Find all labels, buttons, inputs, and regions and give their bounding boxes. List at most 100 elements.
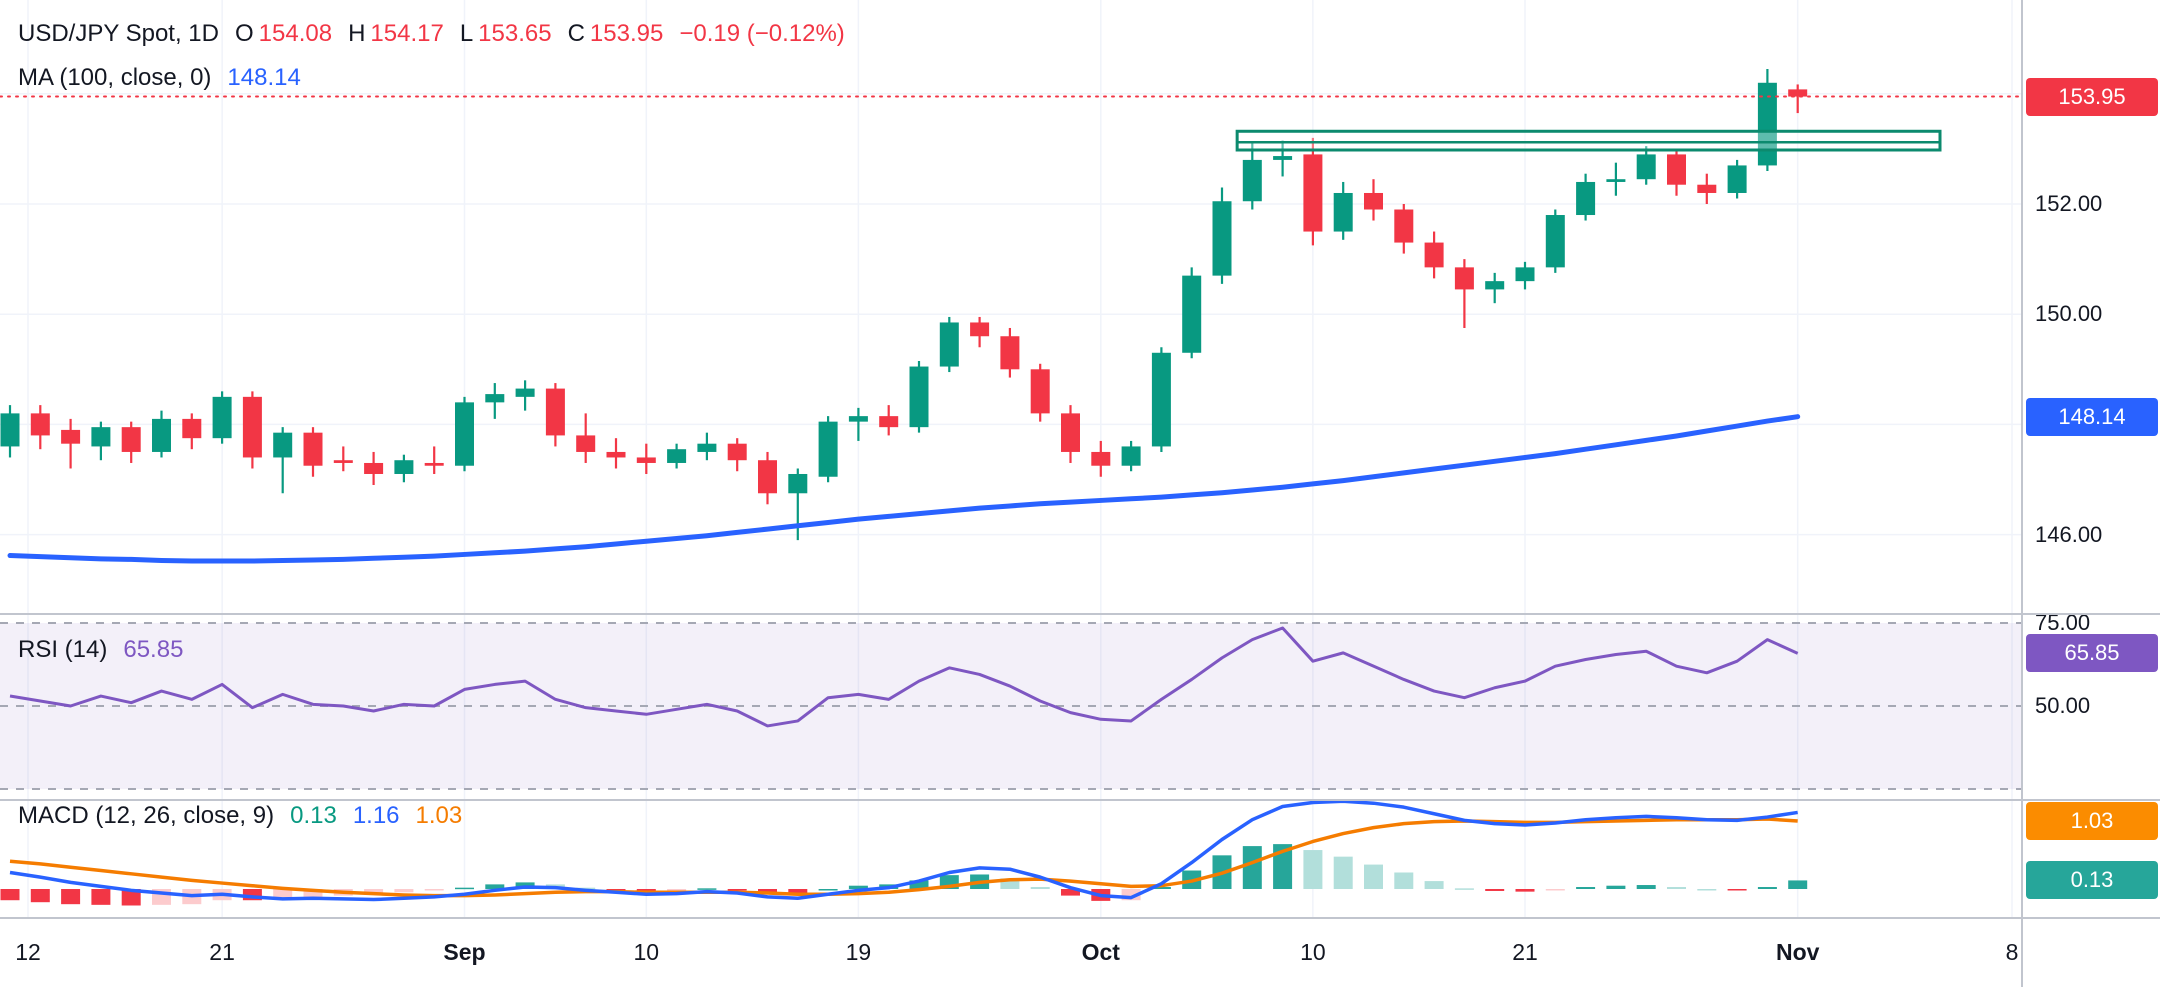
time-tick-label: 21 [209, 939, 235, 965]
macd-histogram-bar [1636, 885, 1656, 889]
open-value: 154.08 [258, 20, 333, 47]
time-tick-label: Sep [443, 939, 486, 965]
price-rsi-separator[interactable] [0, 613, 2160, 615]
macd-histogram-bar [1333, 856, 1353, 889]
macd-histogram-bar [727, 889, 747, 891]
candle-body [1515, 267, 1535, 282]
candle-body [91, 427, 111, 447]
candle-body [788, 473, 808, 494]
candle-body [1273, 156, 1293, 160]
candle-body [182, 418, 202, 439]
ma-name: MA (100, close, 0) [18, 64, 212, 91]
candle-body [121, 427, 141, 452]
rsi-macd-separator[interactable] [0, 799, 2160, 801]
candle-body [1485, 281, 1505, 290]
macd-histogram-bar [1697, 889, 1717, 891]
candle-body [1091, 451, 1111, 466]
ma-legend[interactable]: MA (100, close, 0) 148.14 [18, 64, 301, 92]
candle-body [212, 396, 232, 439]
macd-histogram-bar [909, 880, 929, 889]
macd-histogram-bar [1364, 864, 1383, 889]
high-label: H [348, 20, 366, 47]
time-tick-label: 19 [845, 939, 872, 965]
last-price-badge: 153.95 [2026, 77, 2158, 116]
candles-layer [0, 69, 1808, 541]
macd-histogram-bar [485, 884, 505, 889]
macd-histogram-bar [1727, 889, 1747, 891]
time-scale[interactable]: 12 21 Sep 10 19 Oct 10 21 Nov 8 [0, 919, 2021, 987]
macd-histogram-bar [1061, 889, 1080, 896]
time-tick-label: 8 [2005, 939, 2019, 965]
time-axis-separator [0, 917, 2160, 919]
time-tick-label: 10 [633, 939, 660, 965]
candle-body [1121, 446, 1141, 466]
candle-body [1697, 184, 1717, 193]
macd-line[interactable] [9, 799, 1798, 902]
rsi-bands [0, 622, 2021, 790]
candle-body [697, 443, 717, 452]
macd-histogram-bar [30, 889, 50, 903]
symbol-title[interactable]: USD/JPY Spot, 1D [18, 20, 219, 47]
candle-body [1030, 369, 1050, 414]
candle-body [909, 366, 929, 428]
candle-body [1424, 242, 1444, 268]
macd-histogram-bar [303, 889, 323, 897]
macd-histogram-bar [788, 889, 808, 893]
candle-body [1333, 192, 1353, 232]
candle-body [364, 462, 384, 474]
open-label: O [234, 20, 254, 47]
ohlc-open: O 154.08 [235, 20, 332, 48]
candle-body [1182, 275, 1202, 353]
symbol-legend[interactable]: USD/JPY Spot, 1D O 154.08 H 154.17 L 153.65… [18, 20, 845, 48]
rsi-line[interactable] [9, 626, 1799, 728]
candle-body [1303, 154, 1323, 232]
ma-100-line[interactable] [7, 414, 1801, 564]
candle-body [1636, 154, 1656, 180]
candle-body [1545, 215, 1565, 268]
candle-body [1061, 413, 1080, 452]
chart-canvas[interactable] [0, 0, 2021, 987]
time-tick-label: 21 [1512, 939, 1538, 965]
candle-body [455, 402, 474, 466]
price-scale[interactable]: 152.00 150.00 146.00 75.00 50.00 153.95 148.14… [2021, 0, 2160, 987]
macd-histogram-bar [848, 885, 868, 889]
candle-body [636, 457, 656, 463]
candle-body [545, 388, 565, 436]
candle-body [242, 396, 262, 458]
candle-body [1000, 336, 1020, 370]
macd-histogram-bar [1667, 887, 1686, 889]
time-tick-label: 10 [1300, 939, 1326, 965]
candle-body [152, 418, 171, 452]
candle-body [1242, 159, 1262, 202]
change-value: −0.19 (−0.12%) [679, 20, 845, 47]
candle-body [606, 451, 626, 458]
macd-histogram-bar [1485, 889, 1505, 891]
resistance-zone-drawing[interactable] [1235, 129, 1942, 152]
candle-body [333, 460, 353, 463]
low-value: 153.65 [478, 20, 552, 47]
candle-body [273, 432, 293, 458]
candle-body [1788, 89, 1808, 97]
price-tick-label: 150.00 [2035, 301, 2103, 327]
ma-value-badge: 148.14 [2026, 397, 2158, 436]
macd-histogram-bar [424, 889, 444, 891]
macd-signal-line[interactable] [9, 817, 1798, 898]
macd-value-badge: 1.03 [2026, 802, 2158, 841]
macd-histogram-bar [61, 889, 81, 905]
macd-histogram-bar [818, 889, 838, 891]
macd-hist-value: 0.13 [290, 802, 337, 829]
macd-histogram-bar [576, 887, 596, 890]
close-value: 153.95 [589, 20, 664, 47]
macd-histogram-bar [1151, 887, 1171, 889]
low-label: L [459, 20, 474, 47]
ma-value: 148.14 [227, 64, 301, 91]
macd-histogram-bar [636, 889, 656, 891]
price-tick-label: 146.00 [2035, 521, 2103, 547]
rsi-value: 65.85 [123, 636, 184, 663]
macd-histogram-bar [1303, 850, 1323, 889]
candle-body [0, 413, 20, 447]
rsi-legend[interactable]: RSI (14) 65.85 [18, 636, 183, 664]
macd-legend[interactable]: MACD (12, 26, close, 9) 0.13 1.16 1.03 [18, 802, 462, 830]
macd-histogram-bar [606, 889, 626, 891]
macd-histogram-bar [1000, 878, 1020, 889]
